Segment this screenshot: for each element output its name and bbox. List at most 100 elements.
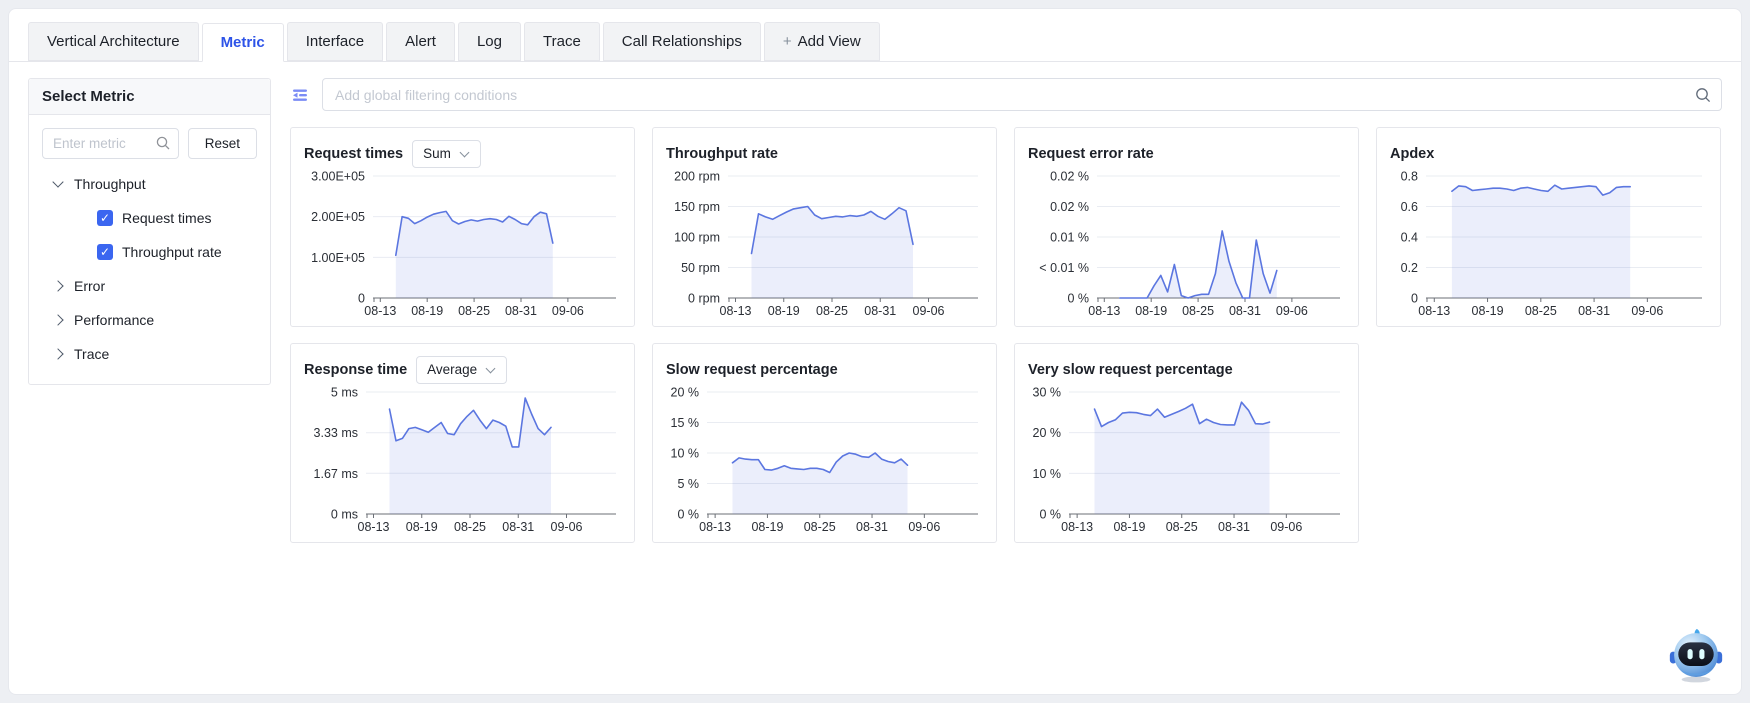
svg-text:0.6: 0.6: [1401, 200, 1418, 214]
chart-header: Throughput rate: [666, 139, 983, 168]
chevron-down-icon: [460, 149, 470, 159]
svg-text:08-25: 08-25: [1182, 304, 1214, 318]
sidebar-body: Reset Throughput✓Request times✓Throughpu…: [29, 115, 270, 384]
svg-text:0.2: 0.2: [1401, 261, 1418, 275]
svg-text:20 %: 20 %: [1033, 426, 1062, 440]
metric-tree: Throughput ✓ Request times ✓ Throughput rate…: [42, 167, 257, 371]
tree-node-error[interactable]: Error: [42, 269, 257, 303]
chart-card-apdex: Apdex 0.8 0.6 0.4 0.2 0 08-13 08-19 08-25 08-31 09…: [1376, 127, 1721, 327]
svg-text:08-31: 08-31: [1218, 520, 1250, 534]
svg-text:08-19: 08-19: [1472, 304, 1504, 318]
aggregator-value: Average: [427, 362, 478, 377]
filter-icon[interactable]: [290, 85, 310, 105]
svg-text:08-31: 08-31: [1578, 304, 1610, 318]
tree-leaf-request-times[interactable]: ✓ Request times: [42, 201, 257, 235]
svg-text:08-19: 08-19: [751, 520, 783, 534]
svg-text:08-13: 08-13: [358, 520, 390, 534]
svg-text:1.67 ms: 1.67 ms: [314, 467, 358, 481]
global-filter-row: [290, 78, 1722, 111]
chart-card-very-slow-request-percentage: Very slow request percentage 30 % 20 % 10 %…: [1014, 343, 1359, 543]
chart-card-throughput-rate: Throughput rate 200 rpm 150 rpm 100 rpm 50 r…: [652, 127, 997, 327]
svg-text:0 ms: 0 ms: [331, 508, 358, 522]
svg-text:5 ms: 5 ms: [331, 386, 358, 400]
tree-node-label: Trace: [74, 346, 110, 362]
svg-text:1.00E+05: 1.00E+05: [311, 251, 365, 265]
svg-text:0: 0: [1411, 292, 1418, 306]
svg-text:08-31: 08-31: [1229, 304, 1261, 318]
app-panel: Vertical Architecture Metric Interface Aler…: [8, 8, 1742, 695]
tab-vertical-architecture[interactable]: Vertical Architecture: [28, 22, 199, 61]
svg-text:150 rpm: 150 rpm: [674, 200, 720, 214]
sidebar-title: Select Metric: [29, 79, 270, 115]
svg-text:0.02 %: 0.02 %: [1050, 170, 1089, 184]
metric-search-input[interactable]: [42, 128, 179, 159]
plus-icon: +: [782, 33, 792, 50]
tab-call-relationships[interactable]: Call Relationships: [602, 22, 761, 61]
chart-header: Request error rate: [1028, 139, 1345, 168]
chart-canvas: 20 % 15 % 10 % 5 % 0 %08-13 08-19 08-25 08-31 09…: [671, 386, 978, 534]
chevron-down-icon: [486, 365, 496, 375]
chevron-down-icon[interactable]: [52, 178, 64, 190]
tree-node-label: Performance: [74, 312, 155, 328]
svg-text:08-19: 08-19: [1135, 304, 1167, 318]
svg-text:08-13: 08-13: [720, 304, 752, 318]
filter-search-icon[interactable]: [1694, 86, 1712, 104]
svg-text:08-25: 08-25: [1166, 520, 1198, 534]
svg-text:09-06: 09-06: [1631, 304, 1663, 318]
metric-search: [42, 128, 179, 159]
chart-title: Throughput rate: [666, 145, 778, 162]
svg-text:08-19: 08-19: [406, 520, 438, 534]
chat-assistant-robot[interactable]: [1669, 626, 1723, 684]
checkbox-checked-icon[interactable]: ✓: [97, 244, 113, 260]
svg-text:08-13: 08-13: [1418, 304, 1450, 318]
chart-card-request-times: Request times Sum 3.00E+05 2.00E+05 1.00E+05…: [290, 127, 635, 327]
tree-node-performance[interactable]: Performance: [42, 303, 257, 337]
svg-text:08-19: 08-19: [768, 304, 800, 318]
tree-node-throughput[interactable]: Throughput: [42, 167, 257, 201]
svg-text:0.8: 0.8: [1401, 170, 1418, 184]
svg-text:09-06: 09-06: [1276, 304, 1308, 318]
tree-node-label: Error: [74, 278, 106, 294]
chevron-right-icon[interactable]: [52, 348, 64, 360]
chevron-right-icon[interactable]: [52, 314, 64, 326]
svg-text:0 %: 0 %: [1067, 292, 1089, 306]
tree-node-label: Throughput: [74, 176, 146, 192]
tree-leaf-throughput-rate[interactable]: ✓ Throughput rate: [42, 235, 257, 269]
chart-canvas: 30 % 20 % 10 % 0 %08-13 08-19 08-25 08-31 09-06: [1033, 386, 1340, 534]
svg-text:08-31: 08-31: [864, 304, 896, 318]
main-area: Request times Sum 3.00E+05 2.00E+05 1.00E+05…: [290, 78, 1722, 543]
chart-canvas: 0.8 0.6 0.4 0.2 008-13 08-19 08-25 08-31 09-06: [1401, 170, 1702, 318]
svg-text:08-25: 08-25: [816, 304, 848, 318]
chart-header: Slow request percentage: [666, 355, 983, 384]
tab-metric[interactable]: Metric: [201, 23, 284, 62]
global-filter-input[interactable]: [322, 78, 1722, 111]
charts-row-2: Response time Average 5 ms 3.33 ms 1.67 ms 0 …: [290, 343, 1722, 543]
chart-card-request-error-rate: Request error rate 0.02 % 0.02 % 0.01 % < 0.…: [1014, 127, 1359, 327]
aggregator-select[interactable]: Average: [416, 355, 508, 384]
svg-text:08-13: 08-13: [364, 304, 396, 318]
tree-node-trace[interactable]: Trace: [42, 337, 257, 371]
chart-card-response-time: Response time Average 5 ms 3.33 ms 1.67 ms 0 …: [290, 343, 635, 543]
tab-add-view[interactable]: + Add View: [763, 22, 880, 61]
svg-text:20 %: 20 %: [671, 386, 700, 400]
tab-alert[interactable]: Alert: [386, 22, 455, 61]
svg-text:08-25: 08-25: [454, 520, 486, 534]
svg-text:08-31: 08-31: [856, 520, 888, 534]
chart-title: Apdex: [1390, 145, 1435, 162]
reset-button[interactable]: Reset: [187, 128, 257, 159]
chart-title: Response time: [304, 361, 408, 378]
tree-leaf-label: Throughput rate: [122, 244, 222, 260]
svg-text:08-19: 08-19: [1113, 520, 1145, 534]
aggregator-select[interactable]: Sum: [412, 139, 481, 168]
svg-text:0 %: 0 %: [1039, 508, 1061, 522]
svg-text:200 rpm: 200 rpm: [674, 170, 720, 184]
checkbox-checked-icon[interactable]: ✓: [97, 210, 113, 226]
tab-interface[interactable]: Interface: [286, 22, 384, 61]
tab-trace[interactable]: Trace: [524, 22, 600, 61]
svg-text:30 %: 30 %: [1033, 386, 1062, 400]
chevron-right-icon[interactable]: [52, 280, 64, 292]
svg-text:0.01 %: 0.01 %: [1050, 231, 1089, 245]
svg-text:100 rpm: 100 rpm: [674, 231, 720, 245]
tab-log[interactable]: Log: [457, 22, 521, 61]
